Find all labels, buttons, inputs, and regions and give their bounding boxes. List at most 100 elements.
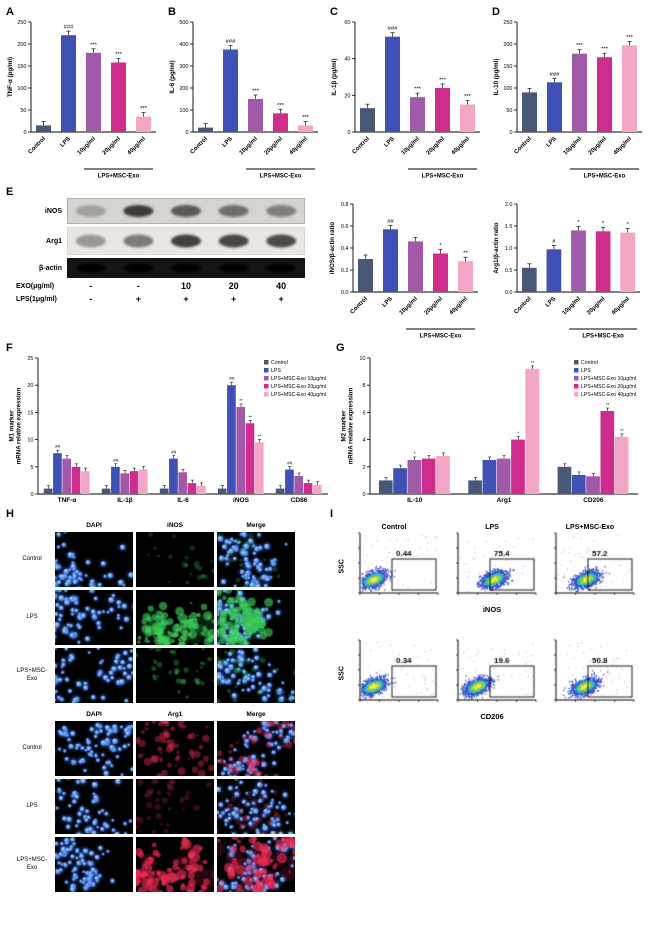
bar-F-TNF-α-0 — [43, 488, 53, 494]
flow-plot — [446, 638, 538, 710]
flow-plot-title: Control — [381, 524, 407, 531]
bar-C-0 — [360, 108, 375, 132]
text-el: 20 — [344, 93, 350, 99]
bar-F-IL-1β-0 — [101, 488, 111, 494]
ellipse-el — [75, 263, 106, 273]
bar-C-1 — [385, 36, 400, 132]
text-el: 400 — [179, 42, 188, 48]
text-el: 4 — [362, 438, 365, 444]
text-el: 5 — [30, 465, 33, 471]
flow-plot — [348, 531, 440, 603]
text-el: Control — [271, 360, 288, 366]
bar-C-4 — [460, 104, 475, 132]
bar-G-Arg1-3 — [511, 439, 525, 494]
chart-m1-markers: 0 5 10 15 20 25 M1 markermRNA relative express… — [8, 346, 334, 517]
text-el: LPS+MSC-Exo 40μg/ml — [581, 392, 636, 398]
bar-F-IL-1β-3 — [129, 471, 139, 494]
bar-F-TNF-α-3 — [71, 466, 81, 494]
micro-image-dapi — [55, 779, 133, 834]
bar-G-Arg1-2 — [496, 458, 511, 494]
div-el: + — [183, 294, 189, 304]
text-el: LPS+MSC-Exo 20μg/ml — [271, 384, 326, 390]
text-el: 500 — [179, 20, 188, 26]
text-el: 50 — [20, 108, 26, 114]
bar-E1-4 — [458, 261, 473, 292]
text-el: 10 — [27, 438, 33, 444]
tspan-el: mRNA relative expression — [348, 388, 355, 465]
bar-F-IL-1β-2 — [120, 473, 130, 494]
text-el: CD86 — [291, 497, 308, 504]
text-el: LPS+MSC-Exo — [582, 334, 624, 340]
text-el: 200 — [179, 86, 188, 92]
div-el: - — [89, 281, 93, 291]
bar-G-CD206-0 — [557, 466, 572, 494]
ellipse-el — [218, 234, 249, 248]
bar-F-IL-6-2 — [178, 472, 188, 494]
bar-E2-0 — [521, 267, 537, 292]
text-el: iNOS/β-actin ratio — [329, 222, 336, 274]
micro-image-merge-green — [217, 648, 295, 703]
text-el: LPS+MSC-Exo — [98, 174, 140, 180]
micro-row-label: Control — [22, 555, 42, 562]
text-el: 40μg/ml — [613, 136, 634, 157]
text-el: Control — [350, 296, 370, 316]
bar-G-IL-10-4 — [436, 455, 450, 494]
bar-F-CD86-0 — [275, 488, 285, 494]
bar-F-iNOS-1 — [227, 385, 236, 494]
text-el: 40μg/ml — [449, 296, 470, 317]
chart-arg1-actin-ratio: 0.0 0.5 1.0 1.5 2.0 Arg1/β-actin ratio Control… — [490, 192, 646, 347]
bar-F-IL-1β-1 — [111, 466, 120, 494]
text-el: 40μg/ml — [289, 136, 310, 157]
micro-image-merge-red — [217, 837, 295, 892]
micro-row-label: LPS+MSC-Exo — [16, 668, 48, 682]
micro-row-label: LPS — [26, 802, 38, 809]
text-el: 100 — [17, 86, 26, 92]
micro-row-label: LPS+MSC-Exo — [16, 857, 48, 871]
text-el: 10μg/ml — [77, 136, 98, 157]
text-el: Control — [514, 136, 534, 156]
micro-col-header: DAPI — [86, 522, 102, 529]
text-el: ## — [387, 219, 394, 225]
text-el: *** — [90, 42, 98, 48]
text-el: LPS — [545, 296, 557, 308]
text-el: 200 — [503, 42, 512, 48]
text-el: LPS — [59, 136, 71, 148]
text-el: ### — [64, 25, 74, 31]
micro-image-merge-red — [217, 721, 295, 776]
ellipse-el — [75, 205, 106, 217]
text-el: Arg1/β-actin ratio — [493, 222, 500, 273]
panel-label-e: E — [6, 186, 14, 198]
panel-label-f: F — [6, 342, 13, 354]
bar-D-2 — [572, 53, 587, 132]
bar-G-CD206-1 — [571, 474, 586, 494]
text-el: 0 — [362, 492, 365, 498]
text-el: 1.5 — [505, 224, 513, 230]
text-el: 0.5 — [505, 268, 513, 274]
text-el: LPS+MSC-Exo 10μg/ml — [271, 376, 326, 382]
text-el: 300 — [179, 64, 188, 70]
ellipse-el — [75, 234, 106, 248]
text-el: Control — [513, 296, 533, 316]
text-el: LPS+MSC-Exo 20μg/ml — [581, 384, 636, 390]
chart-svg-E1: 0.0 0.2 0.4 0.6 0.8 iNOS/β-actin ratio Control… — [329, 202, 478, 340]
text-el: 20μg/ml — [102, 136, 123, 157]
text-el: 0.4 — [341, 246, 349, 252]
div-el: Control LPS LPS+MSC-Exo — [348, 524, 644, 531]
text-el: IL-10 (pg/ml) — [493, 59, 500, 96]
text-el: 100 — [503, 86, 512, 92]
bar-D-4 — [622, 45, 637, 132]
text-el: iNOS — [233, 497, 250, 504]
text-el: 40 — [344, 57, 350, 63]
bar-F-iNOS-3 — [245, 423, 255, 494]
text-el: 10 — [359, 356, 365, 362]
bar-B-1 — [223, 49, 238, 132]
micro-image-merge-red — [217, 779, 295, 834]
chart-il10: 0 50 100 150 200 250 IL-10 (pg/ml) Control ### LP… — [490, 10, 648, 187]
bar-G-Arg1-1 — [482, 460, 497, 494]
bar-G-IL-10-1 — [393, 468, 407, 494]
text-el: 0 — [347, 130, 350, 136]
text-el: LPS+MSC-Exo — [422, 174, 464, 180]
blot-row-label: iNOS — [44, 207, 62, 215]
text-el: *** — [302, 115, 310, 121]
text-el: ## — [287, 461, 293, 466]
